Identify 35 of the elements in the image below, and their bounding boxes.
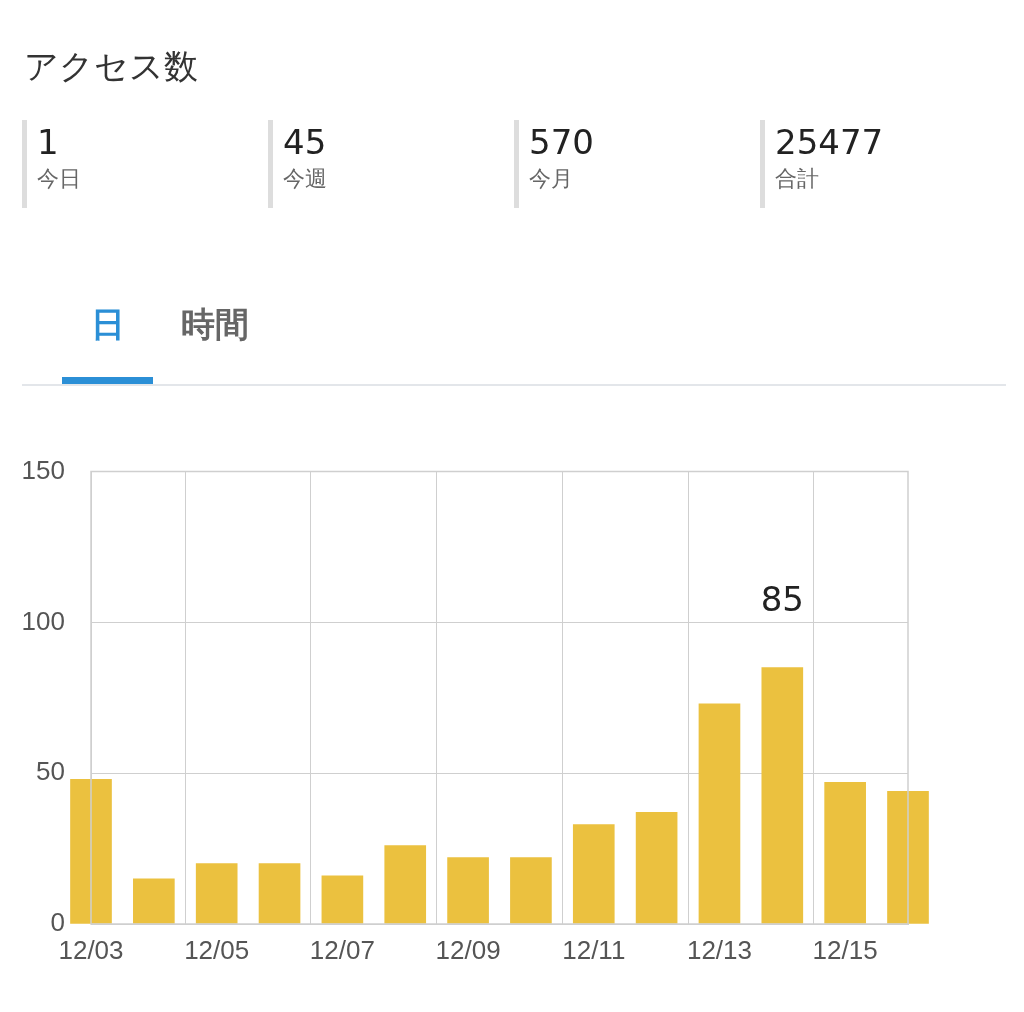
text: 25477: [775, 121, 884, 164]
data-label: 85: [760, 579, 804, 620]
text: 今日: [37, 165, 81, 193]
text: 時間: [181, 303, 249, 346]
bar: [824, 781, 866, 924]
bar: [698, 703, 741, 924]
x-tick-label: 12/15: [812, 934, 878, 965]
chart-title: アクセス数: [24, 45, 198, 88]
text: 1: [37, 121, 60, 164]
bar: [510, 857, 552, 924]
text: 合計: [775, 165, 820, 193]
bar: [195, 863, 238, 924]
y-tick-label: 150: [21, 454, 65, 485]
bar: [70, 778, 112, 924]
bar: [447, 857, 489, 924]
x-tick-label: 12/07: [309, 934, 375, 965]
x-tick-label: 12/11: [562, 934, 626, 965]
bar: [321, 875, 364, 924]
text: 45: [283, 121, 327, 164]
text: 今週: [283, 165, 327, 193]
x-tick-label: 12/13: [686, 934, 752, 965]
text: 570: [529, 121, 594, 164]
bar: [384, 845, 427, 924]
y-tick-label: 50: [36, 756, 65, 787]
text: 今月: [529, 165, 574, 193]
bar: [887, 790, 929, 924]
bar: [635, 812, 678, 924]
x-tick-label: 12/09: [435, 934, 501, 965]
text: 日: [91, 303, 125, 346]
bar: [572, 824, 615, 924]
bar: [133, 878, 175, 924]
bar: [258, 863, 301, 924]
bar: [761, 667, 804, 924]
x-tick-label: 12/05: [184, 934, 250, 965]
y-tick-label: 100: [21, 605, 65, 636]
